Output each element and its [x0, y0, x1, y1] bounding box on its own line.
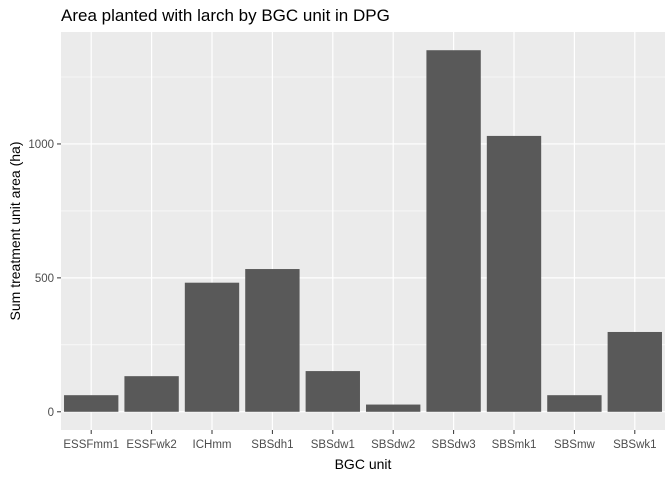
- x-tick-label: SBSwk1: [613, 439, 656, 451]
- x-tick-label: ESSFwk2: [126, 439, 177, 451]
- bar-SBSmk1: [486, 135, 542, 412]
- chart-title: Area planted with larch by BGC unit in D…: [61, 6, 390, 25]
- bar-SBSwk1: [607, 331, 662, 412]
- bar-SBSdh1: [245, 269, 300, 412]
- x-tick-label: ICHmm: [193, 439, 232, 451]
- x-axis: ESSFmm1 ESSFwk2 ICHmm SBSdh1 SBSdw1 SBSdw2 SBS…: [63, 430, 657, 451]
- plot-panel: [61, 32, 665, 430]
- bar-SBSdw3: [426, 50, 481, 412]
- x-tick-label: ESSFmm1: [63, 439, 119, 451]
- y-tick-label: 1000: [28, 139, 54, 151]
- bar-ESSFmm1: [64, 395, 119, 412]
- bars: [64, 50, 662, 412]
- x-tick-label: SBSdh1: [251, 439, 293, 451]
- grid-minor: [61, 76, 665, 346]
- bar-ICHmm: [184, 282, 240, 412]
- x-tick-label: SBSdw2: [371, 439, 415, 451]
- y-tick-label: 500: [35, 273, 54, 285]
- y-tick-label: 0: [48, 407, 54, 419]
- x-tick-label: SBSmk1: [492, 439, 537, 451]
- x-tick-label: SBSdw3: [432, 439, 476, 451]
- bar-ESSFwk2: [124, 376, 179, 412]
- x-axis-title: BGC unit: [335, 456, 392, 472]
- y-axis-title: Sum treatment unit area (ha): [7, 142, 23, 321]
- x-tick-label: SBSdw1: [311, 439, 355, 451]
- x-tick-label: SBSmw: [554, 439, 596, 451]
- bar-SBSdw2: [366, 404, 421, 412]
- y-axis: 0 500 1000: [28, 139, 61, 419]
- bar-SBSmw: [547, 395, 602, 412]
- bar-SBSdw1: [305, 371, 360, 412]
